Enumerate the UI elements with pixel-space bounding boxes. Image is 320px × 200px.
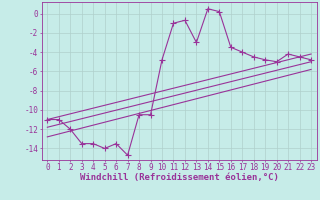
X-axis label: Windchill (Refroidissement éolien,°C): Windchill (Refroidissement éolien,°C) (80, 173, 279, 182)
